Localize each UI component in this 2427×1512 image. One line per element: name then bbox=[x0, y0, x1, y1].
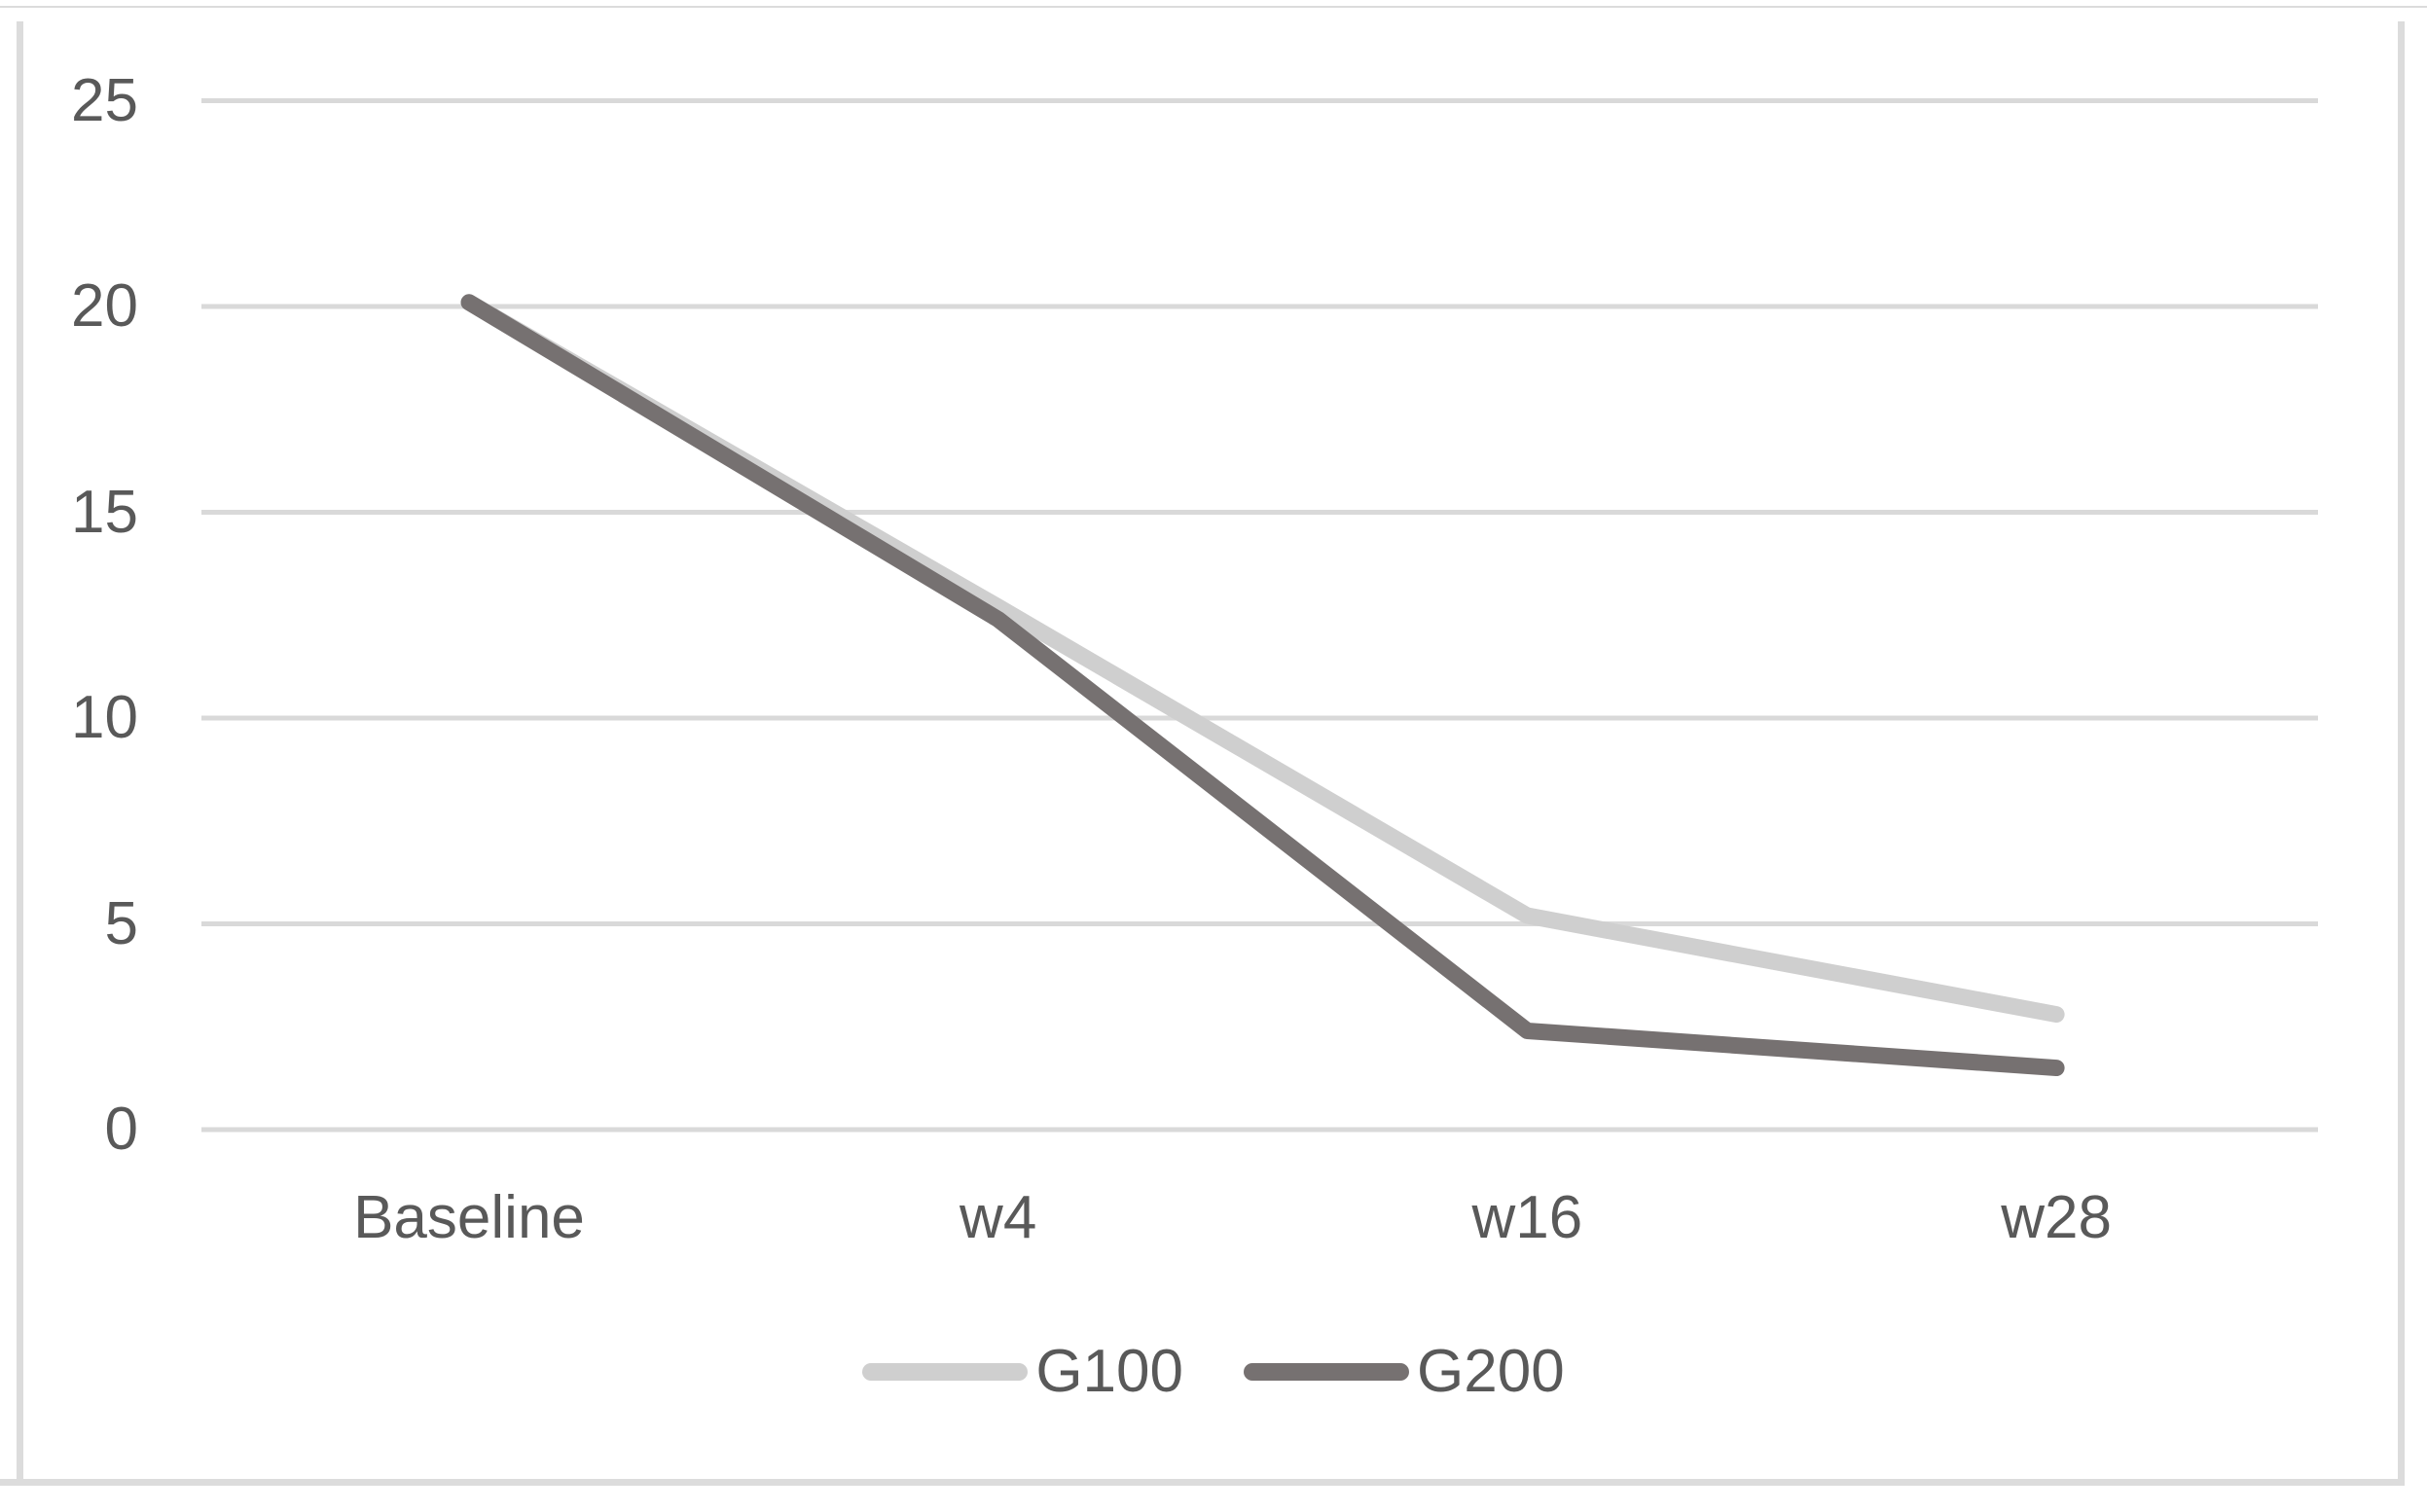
series-lines bbox=[460, 294, 2065, 1077]
legend: G100 G200 bbox=[0, 1335, 2427, 1409]
x-category-label-w4: w4 bbox=[960, 1184, 1037, 1251]
chart-border-left bbox=[17, 21, 23, 1486]
gridlines bbox=[201, 98, 2318, 1133]
y-tick-label-0: 0 bbox=[104, 1096, 138, 1163]
legend-label-g200: G200 bbox=[1417, 1338, 1565, 1405]
x-category-label-w16: w16 bbox=[1471, 1184, 1583, 1251]
y-tick-label-25: 25 bbox=[71, 66, 138, 134]
y-tick-label-10: 10 bbox=[71, 684, 138, 751]
series-line-g200 bbox=[460, 294, 2065, 1077]
legend-item-g200: G200 bbox=[1244, 1335, 1565, 1409]
y-tick-label-15: 15 bbox=[71, 478, 138, 546]
legend-label-g100: G100 bbox=[1035, 1338, 1183, 1405]
legend-item-g100: G100 bbox=[862, 1335, 1183, 1409]
x-category-label-w28: w28 bbox=[2001, 1184, 2112, 1251]
chart-border-top bbox=[0, 6, 2427, 8]
chart-border-bottom bbox=[0, 1479, 2405, 1486]
series-line-g100 bbox=[460, 294, 2065, 1024]
y-tick-label-5: 5 bbox=[104, 889, 138, 957]
chart-border-right bbox=[2398, 21, 2405, 1486]
y-tick-label-20: 20 bbox=[71, 272, 138, 340]
g200-line-sample bbox=[1244, 1363, 1409, 1381]
g100-line-sample bbox=[862, 1363, 1029, 1381]
x-category-label-baseline: Baseline bbox=[353, 1184, 585, 1251]
